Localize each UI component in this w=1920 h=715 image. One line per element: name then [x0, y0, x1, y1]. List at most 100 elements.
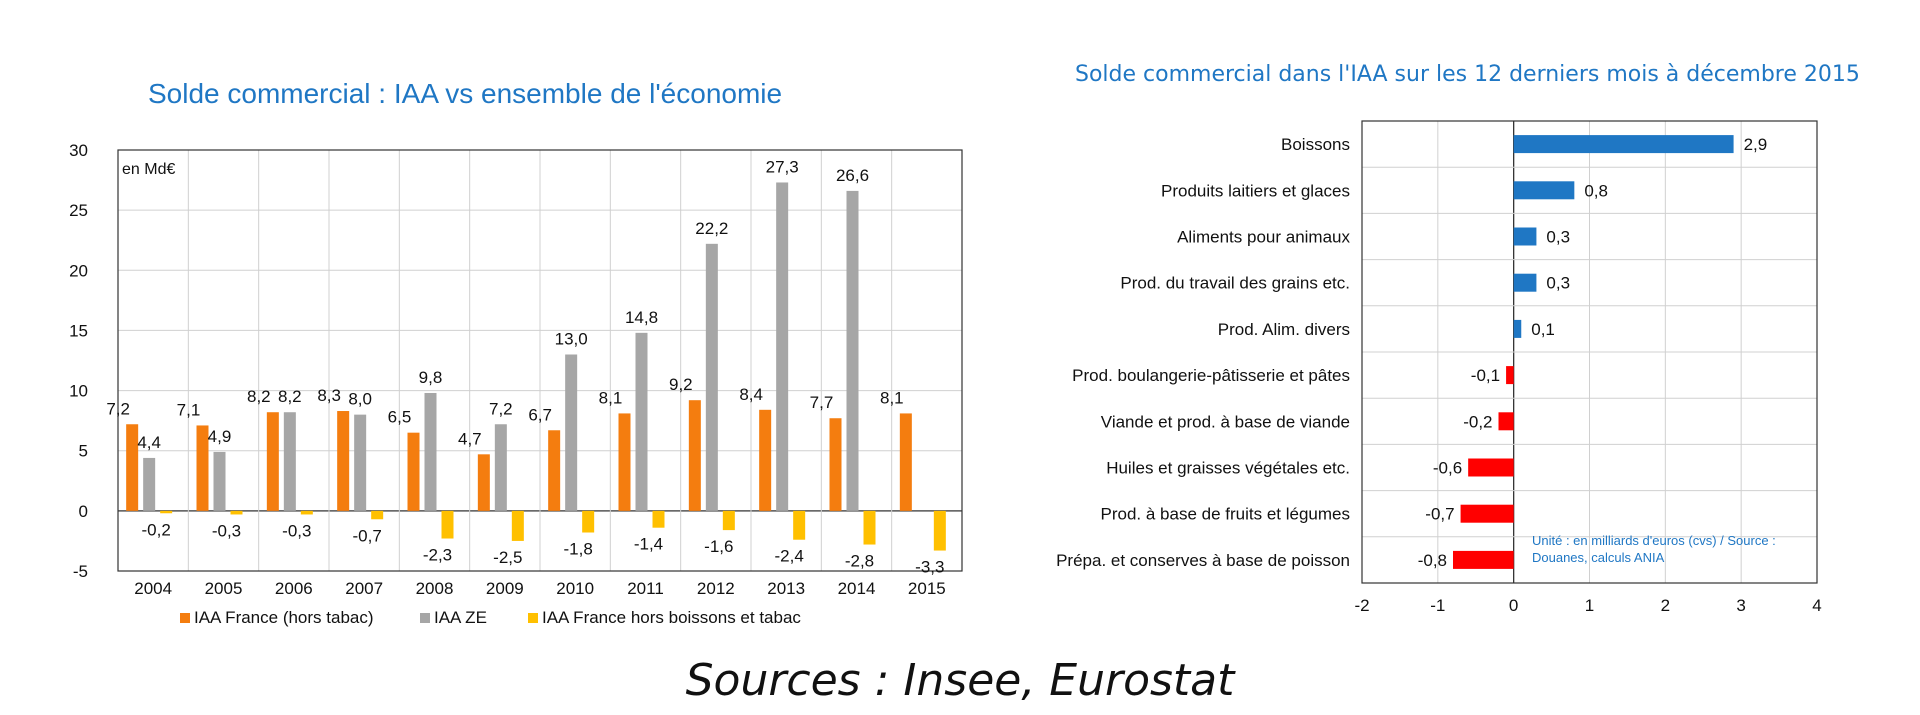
- data-label: -2,3: [423, 546, 452, 565]
- data-label: -2,5: [493, 548, 522, 567]
- bar-0: [759, 409, 772, 511]
- x-tick-label: 4: [1812, 596, 1821, 615]
- bar-1: [494, 424, 507, 511]
- bar-0: [829, 418, 842, 511]
- data-label: 4,7: [458, 429, 482, 448]
- data-label: 0,3: [1546, 228, 1570, 247]
- data-label: -0,7: [1425, 505, 1454, 524]
- bar-1: [635, 332, 648, 511]
- y-tick-label: 15: [69, 321, 88, 340]
- x-tick-label: -2: [1354, 596, 1369, 615]
- data-label: -0,1: [1471, 366, 1500, 385]
- data-label: 7,7: [810, 393, 834, 412]
- data-label: 14,8: [625, 308, 658, 327]
- bar: [1468, 458, 1514, 477]
- data-label: 7,2: [106, 399, 130, 418]
- bar-2: [652, 510, 665, 528]
- x-tick-label: 2011: [627, 579, 664, 598]
- data-label: -0,2: [1463, 412, 1492, 431]
- bar-2: [722, 510, 735, 531]
- data-label: 26,6: [836, 166, 869, 185]
- legend-label: IAA ZE: [434, 608, 487, 627]
- bar-1: [705, 243, 718, 511]
- data-label: 4,4: [137, 433, 161, 452]
- bar-0: [618, 413, 631, 511]
- data-label: -0,6: [1433, 459, 1462, 478]
- bar: [1453, 550, 1514, 569]
- bar: [1513, 135, 1734, 154]
- category-label: Prod. boulangerie-pâtisserie et pâtes: [1072, 366, 1350, 385]
- legend-swatch: [528, 613, 538, 623]
- bar: [1506, 366, 1514, 385]
- data-label: -2,4: [775, 547, 804, 566]
- x-tick-label: 2012: [697, 579, 735, 598]
- legend-label: IAA France (hors tabac): [194, 608, 374, 627]
- bar-0: [899, 413, 912, 511]
- data-label: -0,3: [282, 521, 311, 540]
- category-label: Prod. du travail des grains etc.: [1120, 274, 1350, 293]
- data-label: 2,9: [1744, 135, 1768, 154]
- bar: [1513, 227, 1537, 246]
- y-tick-label: -5: [73, 562, 88, 581]
- bar-2: [511, 510, 524, 541]
- bar-1: [846, 190, 859, 511]
- x-tick-label: 2009: [486, 579, 524, 598]
- x-tick-label: 2005: [205, 579, 243, 598]
- bar-0: [196, 425, 209, 511]
- x-tick-label: -1: [1430, 596, 1445, 615]
- bar-1: [283, 412, 296, 511]
- data-label: 8,2: [247, 387, 271, 406]
- x-tick-label: 2007: [345, 579, 383, 598]
- bar-2: [300, 510, 313, 515]
- category-label: Prod. Alim. divers: [1218, 320, 1350, 339]
- category-label: Prod. à base de fruits et légumes: [1101, 505, 1350, 524]
- x-tick-label: 2013: [767, 579, 805, 598]
- data-label: 4,9: [208, 427, 232, 446]
- data-label: 8,2: [278, 387, 302, 406]
- data-label: -2,8: [845, 552, 874, 571]
- legend-swatch: [180, 613, 190, 623]
- bar-0: [477, 454, 490, 511]
- x-tick-label: 2014: [838, 579, 876, 598]
- bar: [1460, 504, 1514, 523]
- data-label: -0,3: [212, 521, 241, 540]
- bar-0: [688, 400, 701, 511]
- x-tick-label: 3: [1736, 596, 1745, 615]
- bar-2: [230, 510, 243, 515]
- y-tick-label: 20: [69, 261, 88, 280]
- data-label: 13,0: [555, 329, 588, 348]
- y-tick-label: 0: [79, 502, 88, 521]
- data-label: 7,2: [489, 399, 513, 418]
- x-tick-label: 2: [1661, 596, 1670, 615]
- bar: [1513, 273, 1537, 292]
- category-label: Prépa. et conserves à base de poisson: [1056, 551, 1350, 570]
- legend-label: IAA France hors boissons et tabac: [542, 608, 801, 627]
- data-label: 8,4: [739, 385, 763, 404]
- note-line-2: Douanes, calculs ANIA: [1532, 550, 1665, 565]
- data-label: 9,8: [419, 368, 443, 387]
- bar-2: [793, 510, 806, 540]
- bar-2: [933, 510, 946, 551]
- data-label: 0,3: [1546, 274, 1570, 293]
- y-tick-label: 30: [69, 141, 88, 160]
- x-tick-label: 2006: [275, 579, 313, 598]
- data-label: 27,3: [766, 157, 799, 176]
- data-label: -1,6: [704, 537, 733, 556]
- bar-0: [337, 411, 350, 511]
- left-chart-title: Solde commercial : IAA vs ensemble de l'…: [148, 78, 783, 109]
- data-label: 6,7: [528, 405, 552, 424]
- bar-0: [266, 412, 279, 511]
- category-label: Huiles et graisses végétales etc.: [1106, 459, 1350, 478]
- bar-2: [160, 510, 173, 514]
- data-label: 6,5: [388, 408, 412, 427]
- data-label: 9,2: [669, 375, 693, 394]
- bar-1: [776, 182, 789, 511]
- data-label: 8,1: [880, 388, 904, 407]
- category-label: Aliments pour animaux: [1177, 228, 1350, 247]
- plot-frame: [117, 149, 963, 572]
- right-chart-title: Solde commercial dans l'IAA sur les 12 d…: [1075, 62, 1860, 87]
- bar-1: [354, 414, 367, 511]
- data-label: -0,7: [353, 526, 382, 545]
- bar-2: [582, 510, 595, 533]
- bar-1: [143, 457, 156, 511]
